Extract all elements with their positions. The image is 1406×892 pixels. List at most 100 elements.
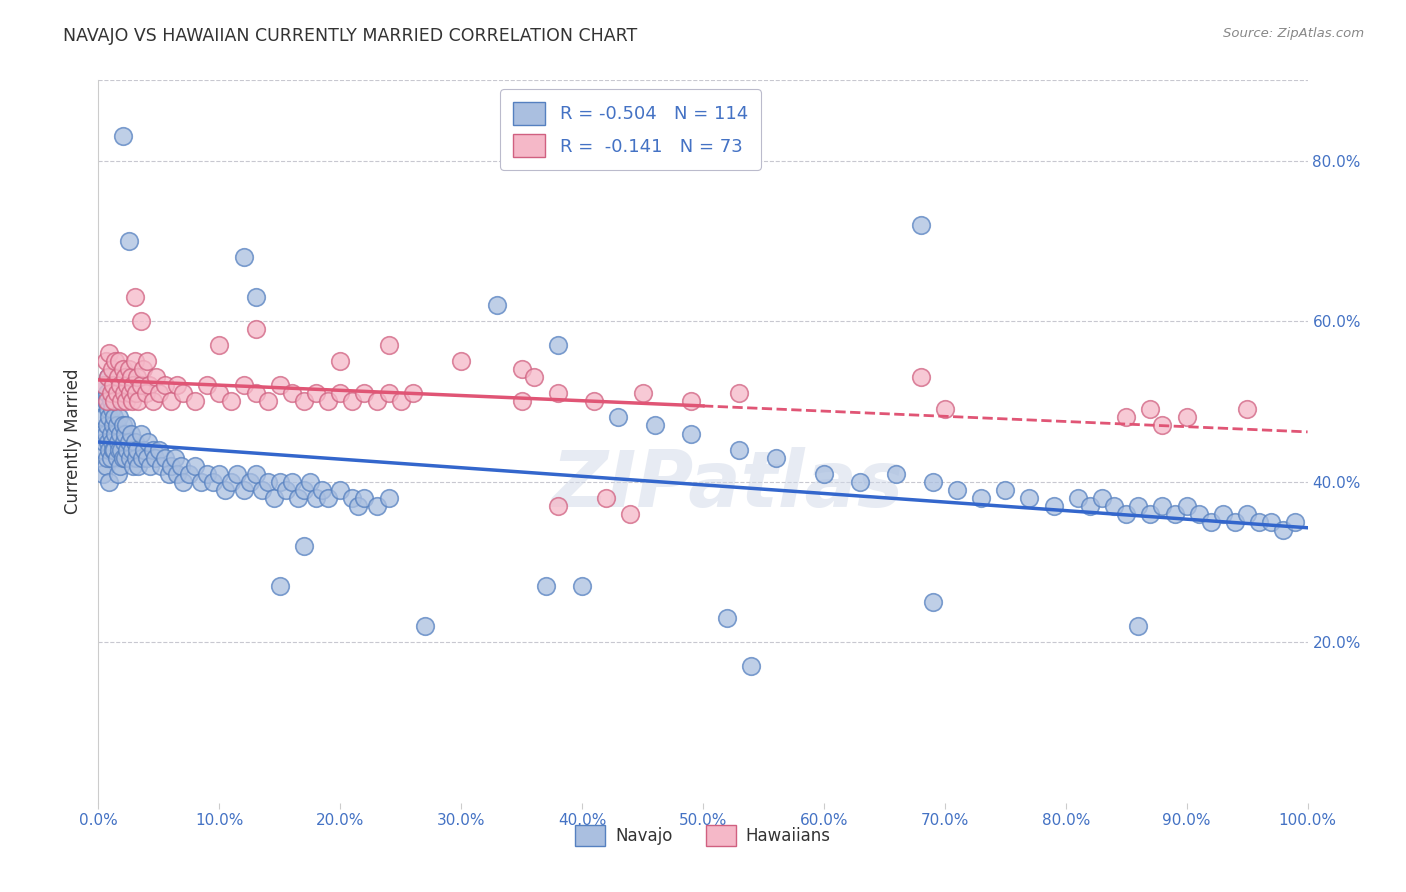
Point xyxy=(136,434,159,449)
Point xyxy=(377,386,399,401)
Point xyxy=(108,378,131,392)
Point xyxy=(232,250,254,264)
Point xyxy=(118,234,141,248)
Point xyxy=(342,394,364,409)
Point xyxy=(1139,507,1161,521)
Point xyxy=(101,386,124,401)
Point xyxy=(1128,499,1150,513)
Point xyxy=(644,418,666,433)
Point xyxy=(305,491,328,505)
Point xyxy=(195,467,218,481)
Point xyxy=(1078,499,1101,513)
Point xyxy=(208,338,231,352)
Point xyxy=(221,475,243,489)
Point xyxy=(105,418,128,433)
Point xyxy=(281,475,304,489)
Point xyxy=(970,491,993,505)
Point xyxy=(1152,499,1174,513)
Point xyxy=(112,386,135,401)
Point xyxy=(97,370,120,384)
Point xyxy=(716,611,738,625)
Point xyxy=(127,458,149,473)
Point xyxy=(910,218,932,232)
Point xyxy=(125,386,148,401)
Point xyxy=(114,450,136,465)
Point xyxy=(679,394,702,409)
Point xyxy=(1018,491,1040,505)
Point xyxy=(1175,499,1198,513)
Point xyxy=(143,450,166,465)
Point xyxy=(256,475,278,489)
Point xyxy=(117,442,139,457)
Point xyxy=(571,579,593,593)
Point xyxy=(101,442,124,457)
Point xyxy=(108,426,131,441)
Point xyxy=(208,386,231,401)
Point xyxy=(353,386,375,401)
Point xyxy=(994,483,1017,497)
Point xyxy=(450,354,472,368)
Point xyxy=(269,475,291,489)
Point xyxy=(93,434,115,449)
Point xyxy=(108,458,131,473)
Point xyxy=(232,378,254,392)
Point xyxy=(208,467,231,481)
Point xyxy=(93,378,115,392)
Point xyxy=(111,362,134,376)
Point xyxy=(110,442,132,457)
Point xyxy=(377,338,399,352)
Point xyxy=(195,378,218,392)
Point xyxy=(377,491,399,505)
Point xyxy=(245,467,267,481)
Point xyxy=(353,491,375,505)
Point xyxy=(389,394,412,409)
Point xyxy=(100,402,122,417)
Point xyxy=(1175,410,1198,425)
Point xyxy=(100,426,122,441)
Text: ZIPatlas: ZIPatlas xyxy=(551,447,903,523)
Point xyxy=(100,394,122,409)
Point xyxy=(96,450,118,465)
Point xyxy=(765,450,787,465)
Point xyxy=(202,475,225,489)
Legend: Navajo, Hawaiians: Navajo, Hawaiians xyxy=(568,819,838,852)
Point xyxy=(93,410,115,425)
Point xyxy=(121,394,143,409)
Point xyxy=(138,378,160,392)
Point xyxy=(142,442,165,457)
Point xyxy=(111,450,134,465)
Point xyxy=(115,418,138,433)
Point xyxy=(245,290,267,304)
Point xyxy=(135,354,157,368)
Point xyxy=(120,426,142,441)
Point xyxy=(263,491,285,505)
Point xyxy=(523,370,546,384)
Point xyxy=(120,370,142,384)
Point xyxy=(292,483,315,497)
Point xyxy=(886,467,908,481)
Point xyxy=(1212,507,1234,521)
Text: NAVAJO VS HAWAIIAN CURRENTLY MARRIED CORRELATION CHART: NAVAJO VS HAWAIIAN CURRENTLY MARRIED COR… xyxy=(63,27,637,45)
Point xyxy=(740,659,762,673)
Point xyxy=(245,386,267,401)
Point xyxy=(118,450,141,465)
Point xyxy=(150,458,173,473)
Point xyxy=(413,619,436,633)
Point xyxy=(104,354,127,368)
Point xyxy=(98,475,121,489)
Point xyxy=(269,579,291,593)
Point xyxy=(135,450,157,465)
Point xyxy=(510,394,533,409)
Point xyxy=(97,370,120,384)
Point xyxy=(166,467,188,481)
Point xyxy=(107,467,129,481)
Point xyxy=(1042,499,1064,513)
Point xyxy=(117,378,139,392)
Point xyxy=(101,378,124,392)
Point xyxy=(114,370,136,384)
Point xyxy=(679,426,702,441)
Point xyxy=(849,475,872,489)
Point xyxy=(184,394,207,409)
Point xyxy=(100,450,122,465)
Point xyxy=(94,354,117,368)
